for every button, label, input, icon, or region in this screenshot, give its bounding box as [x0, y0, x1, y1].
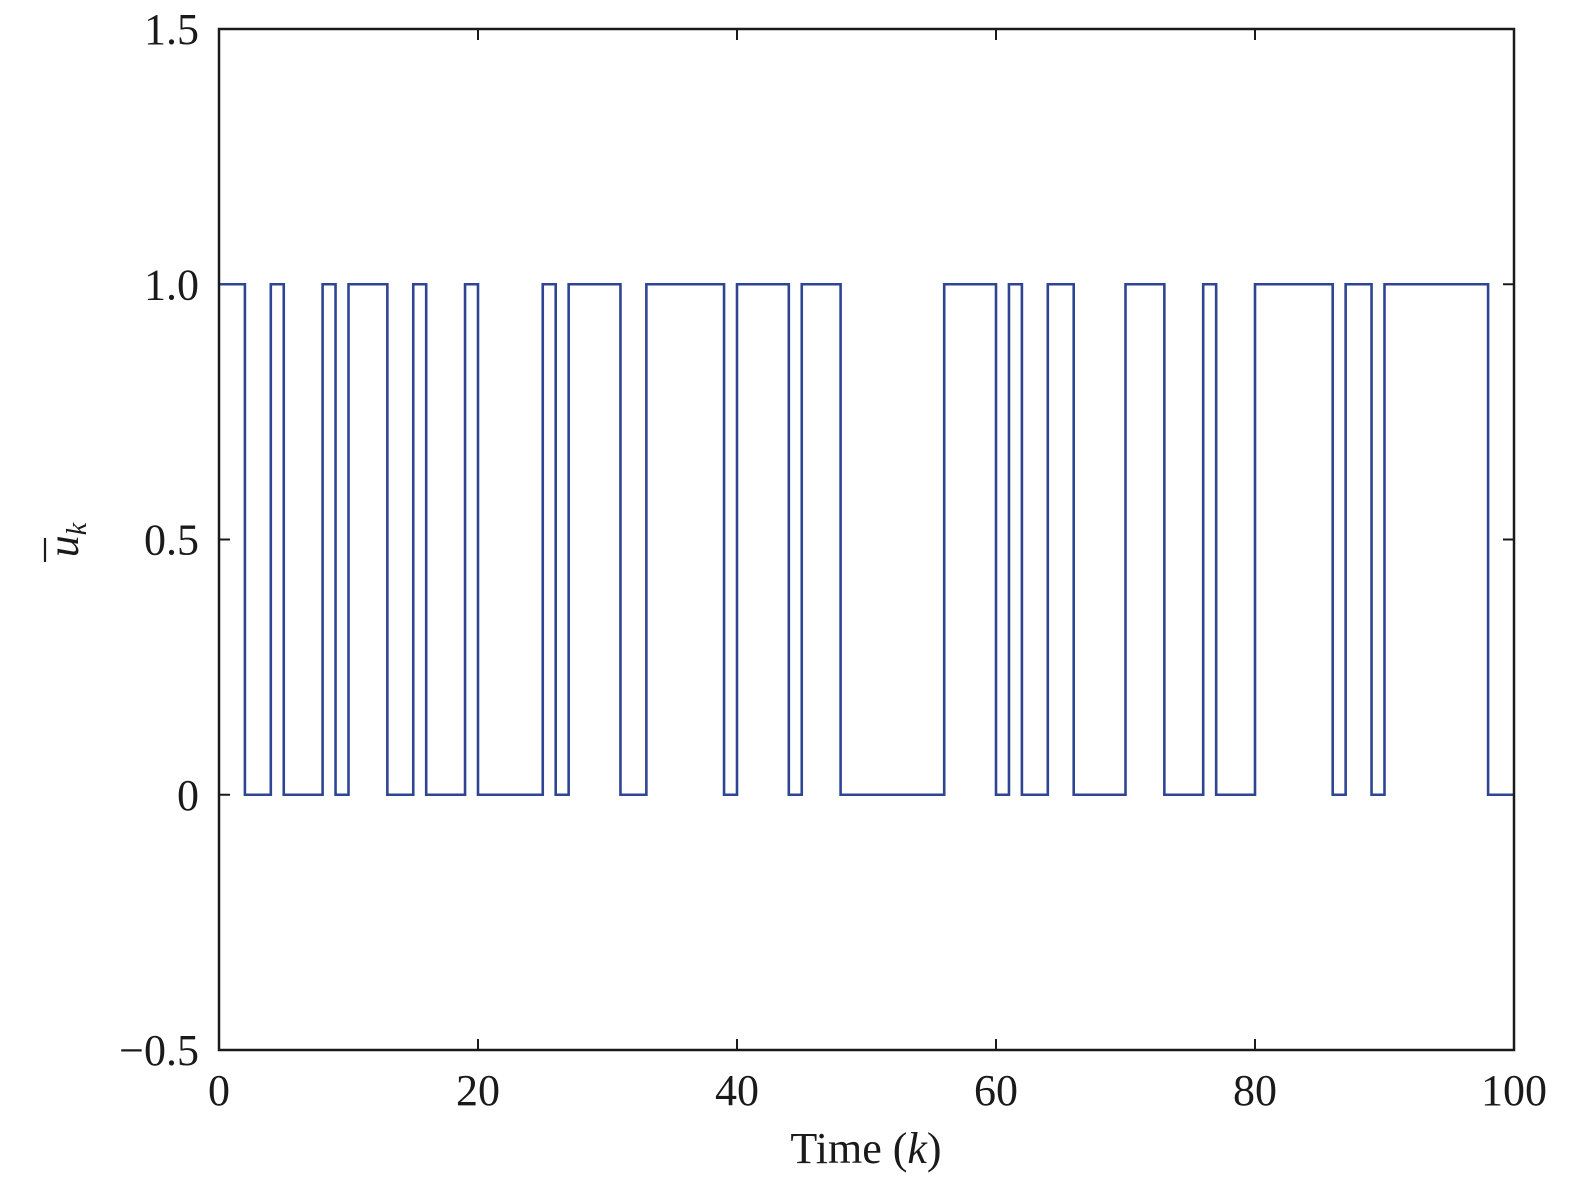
- x-tick-labels: 0 20 40 60 80 100: [208, 1066, 1547, 1115]
- x-tick-label: 60: [974, 1066, 1018, 1115]
- y-tick-label: 1.0: [144, 260, 199, 309]
- x-tick-label: 80: [1233, 1066, 1277, 1115]
- series-group: [219, 282, 1514, 797]
- y-tick-label: −0.5: [119, 1026, 199, 1075]
- x-axis-label: Time (k): [790, 1124, 941, 1173]
- y-tick-label: 0.5: [144, 516, 199, 565]
- x-axis-label-prefix: Time (: [790, 1124, 907, 1173]
- x-tick-label: 40: [715, 1066, 759, 1115]
- y-tick-label: 0: [177, 771, 199, 820]
- series-line: [219, 282, 1514, 797]
- y-axis-label-text: uk: [39, 522, 93, 557]
- x-axis-label-suffix: ): [927, 1124, 942, 1173]
- x-axis-label-var: k: [907, 1124, 928, 1173]
- x-tick-label: 0: [208, 1066, 230, 1115]
- x-tick-label: 100: [1481, 1066, 1547, 1115]
- y-axis-label-base: u: [39, 535, 88, 557]
- y-axis-label-subscript: k: [62, 522, 93, 535]
- y-tick-labels: −0.5 0 0.5 1.0 1.5: [119, 5, 199, 1075]
- y-axis-label: uk: [39, 522, 93, 562]
- x-tick-label: 20: [456, 1066, 500, 1115]
- y-tick-label: 1.5: [144, 5, 199, 54]
- plot-frame: [217, 27, 1516, 1052]
